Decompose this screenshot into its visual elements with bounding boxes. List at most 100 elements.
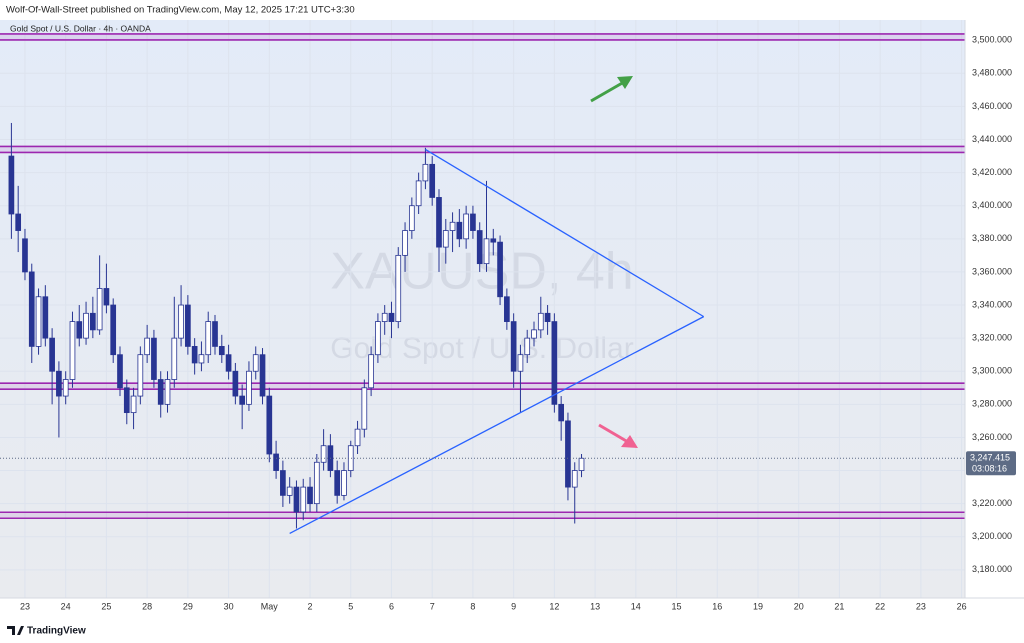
level-band — [0, 383, 965, 390]
candle-body — [395, 254, 402, 322]
candle-body — [341, 470, 347, 496]
candle-body — [415, 180, 422, 207]
candle-body — [354, 428, 361, 447]
candle-body — [470, 213, 476, 231]
candle-body — [110, 304, 117, 356]
level-band — [0, 33, 965, 40]
candle-body — [164, 379, 171, 405]
candle-body — [537, 312, 544, 331]
candle-body — [144, 337, 150, 356]
levels — [0, 33, 965, 520]
candle-body — [225, 354, 232, 372]
candle-body — [280, 470, 286, 496]
plot-area — [0, 20, 965, 598]
candle-body — [259, 354, 266, 397]
y-tick-label: 3,380.000 — [972, 233, 1012, 243]
candle-body — [449, 221, 456, 231]
x-tick-label: 14 — [631, 601, 641, 611]
candle-body — [49, 337, 55, 372]
x-tick-label: 19 — [753, 601, 763, 611]
candle-body — [293, 486, 300, 513]
up-arrow — [590, 76, 633, 103]
candle-body — [558, 403, 565, 422]
candle-body — [490, 238, 497, 243]
x-tick-label: 21 — [834, 601, 844, 611]
axes: 3,180.0003,200.0003,220.0003,240.0003,26… — [20, 35, 1016, 611]
candle-body — [69, 321, 76, 380]
candle-body — [212, 321, 218, 347]
candle-body — [422, 163, 429, 182]
candle-body — [123, 387, 130, 414]
candle-body — [531, 329, 537, 339]
candle-body — [22, 238, 28, 273]
watermark-name: Gold Spot / U.S. Dollar — [330, 332, 633, 365]
y-tick-label: 3,340.000 — [972, 299, 1012, 309]
candle-body — [551, 321, 558, 405]
last-price-label: 3,247.415 — [970, 453, 1010, 463]
candle-body — [408, 205, 415, 231]
last-price-box — [966, 451, 1016, 476]
x-tick-label: 9 — [511, 601, 516, 611]
candle-body — [463, 213, 469, 240]
x-tick-label: 23 — [916, 601, 926, 611]
candle-body — [28, 271, 35, 347]
candle-body — [205, 321, 212, 356]
candle-body — [429, 163, 436, 198]
x-tick-label: 5 — [348, 601, 353, 611]
symbol-text: Gold Spot / U.S. Dollar · 4h · OANDA — [10, 23, 151, 33]
x-tick-label: 7 — [430, 601, 435, 611]
candle-body — [388, 312, 395, 322]
candle-body — [286, 486, 293, 496]
x-tick-label: 28 — [142, 601, 152, 611]
candle-body — [368, 354, 374, 389]
candle-body — [307, 486, 313, 505]
up-arrow-shaft — [590, 80, 625, 103]
candle-body — [497, 241, 503, 298]
candle-body — [442, 230, 449, 248]
x-tick-label: 2 — [308, 601, 313, 611]
y-tick-label: 3,220.000 — [972, 498, 1012, 508]
candle-body — [300, 486, 307, 513]
down-arrow — [598, 423, 638, 448]
candle-body — [130, 395, 137, 414]
trendline — [425, 148, 705, 318]
y-tick-label: 3,260.000 — [972, 432, 1012, 442]
y-tick-label: 3,320.000 — [972, 333, 1012, 343]
y-tick-label: 3,400.000 — [972, 200, 1012, 210]
candle-body — [517, 354, 524, 372]
candle-body — [103, 288, 110, 306]
trendline — [289, 316, 704, 535]
y-tick-label: 3,460.000 — [972, 101, 1012, 111]
candle-body — [178, 304, 184, 339]
countdown-label: 03:08:16 — [972, 464, 1007, 474]
candle-body — [62, 379, 69, 397]
up-arrow-head — [617, 76, 633, 89]
candle-body — [273, 453, 279, 471]
candle-body — [35, 296, 42, 347]
level-band — [0, 512, 965, 519]
candle-body — [571, 470, 578, 488]
candle-body — [402, 230, 408, 256]
x-tick-label: 8 — [470, 601, 475, 611]
candle-body — [544, 312, 551, 322]
candle-body — [476, 230, 483, 265]
x-tick-label: 30 — [224, 601, 234, 611]
candle-body — [137, 354, 144, 397]
candle-body — [266, 395, 273, 455]
candle-body — [198, 354, 205, 364]
x-tick-label: 20 — [794, 601, 804, 611]
candle-body — [232, 370, 239, 397]
x-tick-label: 29 — [183, 601, 193, 611]
candle-body — [56, 370, 62, 397]
y-tick-label: 3,200.000 — [972, 531, 1012, 541]
candles — [8, 122, 585, 529]
x-tick-label: 15 — [672, 601, 682, 611]
y-tick-label: 3,180.000 — [972, 564, 1012, 574]
candle-body — [191, 346, 198, 364]
candle-body — [8, 155, 15, 215]
candle-body — [504, 296, 510, 322]
y-tick-label: 3,280.000 — [972, 399, 1012, 409]
brand-name: TradingView — [27, 626, 86, 637]
candle-body — [239, 395, 246, 405]
candle-body — [578, 457, 585, 471]
